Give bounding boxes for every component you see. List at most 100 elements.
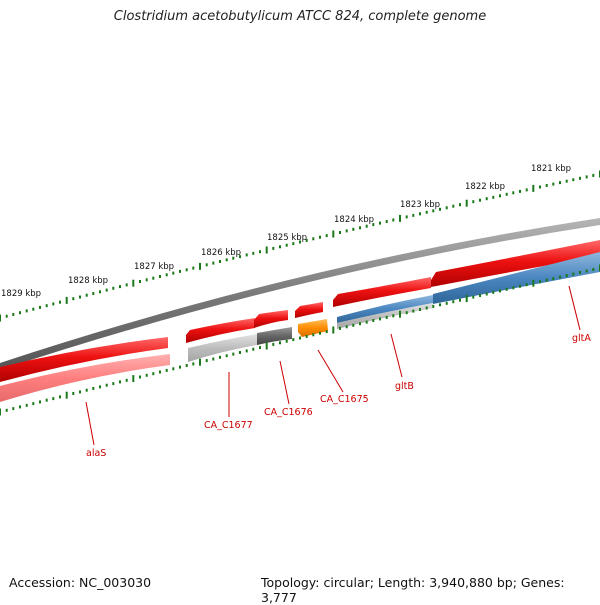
outer-minor-tick xyxy=(485,197,488,201)
outer-minor-tick xyxy=(165,273,168,277)
inner-minor-tick xyxy=(79,390,81,394)
gene-label-alas[interactable]: alaS xyxy=(86,448,106,459)
outer-minor-tick xyxy=(112,286,115,290)
outer-minor-tick xyxy=(92,292,95,295)
map-title: Clostridium acetobutylicum ATCC 824, com… xyxy=(113,9,487,24)
inner-minor-tick xyxy=(525,283,528,287)
inner-minor-tick xyxy=(279,341,281,345)
inner-minor-tick xyxy=(432,304,435,308)
inner-minor-tick xyxy=(179,365,181,369)
outer-minor-tick xyxy=(245,253,248,257)
gene-gltb[interactable] xyxy=(337,295,433,323)
outer-minor-tick xyxy=(412,213,415,217)
outer-minor-tick xyxy=(392,218,395,222)
outer-minor-tick xyxy=(5,314,8,318)
inner-minor-tick xyxy=(59,395,61,399)
gene-label-gltb[interactable]: gltB xyxy=(395,381,414,392)
feature-forward-gltb[interactable] xyxy=(333,277,431,307)
inner-minor-tick xyxy=(5,408,8,412)
feature-forward-long[interactable] xyxy=(0,337,168,382)
gene-glta[interactable] xyxy=(433,252,600,304)
genome-backbone xyxy=(0,218,600,370)
outer-minor-tick xyxy=(239,255,241,259)
inner-minor-tick xyxy=(319,331,321,335)
outer-minor-tick xyxy=(452,204,455,208)
feature-forward-small[interactable] xyxy=(295,302,323,318)
inner-minor-tick xyxy=(165,368,168,372)
inner-minor-tick xyxy=(12,407,15,411)
inner-minor-tick xyxy=(485,292,488,296)
outer-minor-tick xyxy=(79,295,81,299)
outer-minor-tick xyxy=(419,212,421,216)
outer-minor-tick xyxy=(279,245,281,249)
inner-minor-tick xyxy=(365,320,368,324)
inner-major-tick xyxy=(199,358,201,366)
inner-minor-tick xyxy=(172,367,175,371)
inner-minor-tick xyxy=(139,375,141,379)
outer-minor-tick xyxy=(72,297,75,301)
tick-label-1824: 1824 kbp xyxy=(334,215,374,225)
inner-major-tick xyxy=(465,295,468,303)
inner-minor-tick xyxy=(565,274,568,278)
leader-ca-c1675 xyxy=(317,349,344,393)
outer-minor-tick xyxy=(565,179,568,183)
outer-minor-tick xyxy=(212,261,215,265)
outer-minor-tick xyxy=(145,278,148,282)
gene-label-ca-c1675[interactable]: CA_C1675 xyxy=(320,394,369,405)
outer-minor-tick xyxy=(445,206,448,210)
outer-minor-tick xyxy=(285,243,288,247)
gene-ca-c1677[interactable] xyxy=(188,334,257,362)
topology-text: Topology: circular; Length: 3,940,880 bp… xyxy=(261,575,565,605)
inner-minor-tick xyxy=(439,303,441,307)
inner-minor-tick xyxy=(219,355,221,359)
inner-minor-tick xyxy=(312,333,315,337)
inner-minor-tick xyxy=(272,342,275,346)
feature-forward-glta[interactable] xyxy=(431,240,600,287)
inner-minor-tick xyxy=(339,326,341,330)
gene-label-glta[interactable]: gltA xyxy=(572,333,591,344)
outer-minor-tick xyxy=(545,184,548,187)
gene-label-ca-c1676[interactable]: CA_C1676 xyxy=(264,407,313,418)
leader-glta xyxy=(568,285,581,331)
inner-minor-tick xyxy=(499,289,501,293)
outer-tick-ring: 1821 kbp 1822 kbp 1823 kbp 1824 kbp 1825… xyxy=(0,164,600,322)
inner-minor-tick xyxy=(405,311,408,315)
inner-minor-tick xyxy=(492,290,495,294)
outer-minor-tick xyxy=(259,250,261,254)
outer-minor-tick xyxy=(365,224,368,228)
outer-minor-tick xyxy=(325,234,328,238)
outer-minor-tick xyxy=(105,288,108,292)
outer-minor-tick xyxy=(99,290,101,294)
outer-minor-tick xyxy=(432,209,435,213)
leader-ca-c1676 xyxy=(279,360,290,405)
outer-major-tick xyxy=(65,296,68,304)
inner-minor-tick xyxy=(359,322,361,326)
outer-minor-tick xyxy=(539,185,541,189)
outer-minor-tick xyxy=(32,307,35,311)
feature-forward-mid[interactable] xyxy=(254,310,288,328)
accession-text: Accession: NC_003030 xyxy=(9,575,152,590)
outer-minor-tick xyxy=(12,313,15,316)
tick-label-1825: 1825 kbp xyxy=(267,233,307,243)
inner-minor-tick xyxy=(425,306,428,310)
outer-minor-tick xyxy=(232,256,235,260)
outer-minor-tick xyxy=(152,276,155,280)
inner-minor-tick xyxy=(559,275,561,279)
inner-minor-tick xyxy=(119,380,121,384)
inner-minor-tick xyxy=(452,300,455,304)
gene-alas[interactable] xyxy=(0,354,170,402)
inner-minor-tick xyxy=(185,364,188,367)
tick-label-1822: 1822 kbp xyxy=(465,182,505,192)
gene-ca-c1676[interactable] xyxy=(257,327,292,345)
outer-major-tick xyxy=(132,279,135,287)
outer-minor-tick xyxy=(219,260,221,263)
inner-major-tick xyxy=(0,408,1,416)
inner-major-tick xyxy=(132,375,135,383)
gene-label-ca-c1677[interactable]: CA_C1677 xyxy=(204,420,253,431)
outer-minor-tick xyxy=(59,300,61,304)
feature-forward-ca-c1677-region[interactable] xyxy=(186,318,255,343)
inner-minor-tick xyxy=(419,308,421,311)
outer-major-tick xyxy=(265,246,268,254)
outer-minor-tick xyxy=(525,188,528,192)
